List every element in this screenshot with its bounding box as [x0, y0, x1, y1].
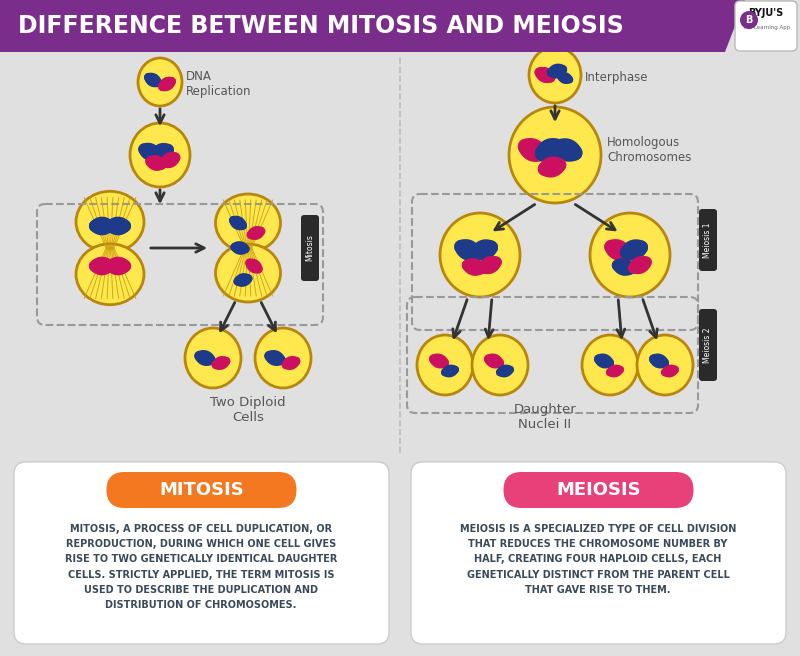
Text: Interphase: Interphase [585, 70, 649, 83]
Text: Daughter
Nuclei II: Daughter Nuclei II [514, 403, 576, 431]
Ellipse shape [255, 328, 311, 388]
Text: MEIOSIS: MEIOSIS [556, 481, 641, 499]
Ellipse shape [76, 244, 144, 304]
Ellipse shape [76, 192, 144, 252]
Text: Meiosis 2: Meiosis 2 [703, 327, 713, 363]
Circle shape [740, 11, 758, 29]
Text: Two Diploid
Cells: Two Diploid Cells [210, 396, 286, 424]
Ellipse shape [529, 47, 581, 103]
FancyBboxPatch shape [106, 472, 297, 508]
FancyBboxPatch shape [411, 462, 786, 644]
Ellipse shape [417, 335, 473, 395]
FancyBboxPatch shape [699, 209, 717, 271]
FancyBboxPatch shape [503, 472, 694, 508]
Text: BYJU'S: BYJU'S [748, 8, 784, 18]
Text: Homologous
Chromosomes: Homologous Chromosomes [607, 136, 691, 164]
Text: MEIOSIS IS A SPECIALIZED TYPE OF CELL DIVISION
THAT REDUCES THE CHROMOSOME NUMBE: MEIOSIS IS A SPECIALIZED TYPE OF CELL DI… [460, 524, 736, 595]
Text: Meiosis 1: Meiosis 1 [703, 222, 713, 258]
Ellipse shape [138, 58, 182, 106]
Text: MITOSIS: MITOSIS [159, 481, 244, 499]
Text: DIFFERENCE BETWEEN MITOSIS AND MEIOSIS: DIFFERENCE BETWEEN MITOSIS AND MEIOSIS [18, 14, 624, 38]
Text: The Learning App: The Learning App [742, 24, 790, 30]
Text: MITOSIS, A PROCESS OF CELL DUPLICATION, OR
REPRODUCTION, DURING WHICH ONE CELL G: MITOSIS, A PROCESS OF CELL DUPLICATION, … [65, 524, 337, 610]
FancyBboxPatch shape [14, 462, 389, 644]
Ellipse shape [215, 244, 281, 302]
Text: DNA
Replication: DNA Replication [186, 70, 251, 98]
Ellipse shape [440, 213, 520, 297]
Ellipse shape [637, 335, 693, 395]
Ellipse shape [185, 328, 241, 388]
Ellipse shape [130, 123, 190, 187]
FancyBboxPatch shape [699, 309, 717, 381]
Polygon shape [0, 0, 745, 52]
Text: B: B [746, 15, 753, 25]
Ellipse shape [472, 335, 528, 395]
Ellipse shape [590, 213, 670, 297]
FancyBboxPatch shape [301, 215, 319, 281]
Ellipse shape [582, 335, 638, 395]
Ellipse shape [509, 107, 601, 203]
FancyBboxPatch shape [735, 1, 797, 51]
Text: Mitosis: Mitosis [306, 235, 314, 262]
Ellipse shape [215, 194, 281, 252]
